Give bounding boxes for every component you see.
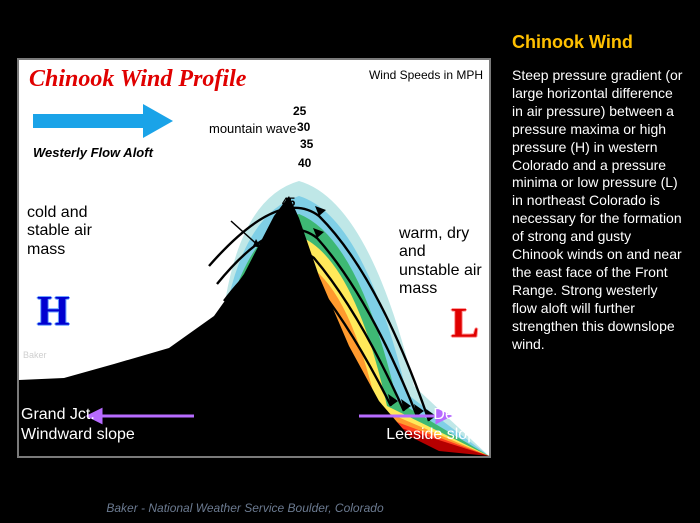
speed-35: 35 — [300, 137, 313, 151]
speed-25: 25 — [293, 104, 306, 118]
speed-40: 40 — [298, 156, 311, 170]
speed-30: 30 — [297, 120, 310, 134]
warm-mass-label: warm, dry and unstable air mass — [399, 225, 489, 299]
slide-title: Chinook Wind — [512, 32, 684, 53]
speed-60: 60 — [280, 246, 293, 260]
slide-body: Steep pressure gradient (or large horizo… — [512, 67, 684, 354]
low-pressure-symbol: L — [451, 300, 479, 348]
gradient-label-1: steep cross-mountain — [19, 358, 489, 378]
high-pressure-symbol: H — [37, 288, 70, 336]
slide-root: Chinook Wind Profile Wind Speeds in MPH … — [0, 0, 700, 523]
wind-speed-units: Wind Speeds in MPH — [369, 68, 483, 82]
cold-mass-label: cold and stable air mass — [27, 204, 117, 259]
diagram-title: Chinook Wind Profile — [23, 64, 252, 95]
right-loc-1: Denver — [433, 406, 485, 424]
credit-line: Baker - National Weather Service Boulder… — [0, 501, 490, 515]
right-loc-2: Leeside slope — [386, 426, 485, 444]
mountain-wave-label: mountain wave — [209, 122, 296, 135]
diagram-frame: Chinook Wind Profile Wind Speeds in MPH … — [17, 58, 491, 458]
westerly-flow-label: Westerly Flow Aloft — [33, 146, 153, 161]
westerly-flow-arrow — [33, 104, 173, 138]
right-column: Chinook Wind Steep pressure gradient (or… — [512, 32, 684, 354]
speed-50: 50 — [277, 220, 290, 234]
left-loc-2: Windward slope — [21, 426, 135, 444]
left-loc-1: Grand Jct. — [21, 406, 95, 424]
speed-45: 45 — [282, 195, 295, 209]
gradient-label-2: pressure gradient — [19, 377, 489, 397]
mountain-wave-text: mountain wave — [209, 121, 296, 136]
